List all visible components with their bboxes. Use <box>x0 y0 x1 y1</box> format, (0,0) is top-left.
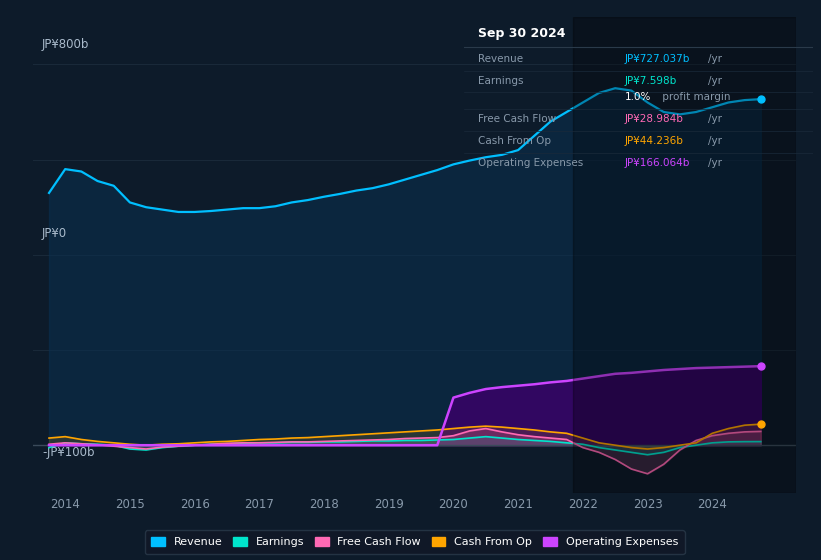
Text: /yr: /yr <box>708 114 722 124</box>
Bar <box>573 17 796 493</box>
Text: JP¥166.064b: JP¥166.064b <box>624 158 690 168</box>
Text: Earnings: Earnings <box>478 76 523 86</box>
Text: Revenue: Revenue <box>478 54 523 64</box>
Text: Cash From Op: Cash From Op <box>478 136 551 146</box>
Text: Sep 30 2024: Sep 30 2024 <box>478 27 566 40</box>
Text: /yr: /yr <box>708 158 722 168</box>
Text: JP¥44.236b: JP¥44.236b <box>624 136 683 146</box>
Text: JP¥800b: JP¥800b <box>42 38 89 51</box>
Text: Operating Expenses: Operating Expenses <box>478 158 583 168</box>
Text: Free Cash Flow: Free Cash Flow <box>478 114 556 124</box>
Text: JP¥727.037b: JP¥727.037b <box>624 54 690 64</box>
Text: /yr: /yr <box>708 136 722 146</box>
Text: /yr: /yr <box>708 54 722 64</box>
Text: /yr: /yr <box>708 76 722 86</box>
Text: 1.0%: 1.0% <box>624 92 651 102</box>
Legend: Revenue, Earnings, Free Cash Flow, Cash From Op, Operating Expenses: Revenue, Earnings, Free Cash Flow, Cash … <box>144 530 685 554</box>
Text: -JP¥100b: -JP¥100b <box>42 446 94 459</box>
Text: JP¥7.598b: JP¥7.598b <box>624 76 677 86</box>
Text: profit margin: profit margin <box>659 92 731 102</box>
Text: JP¥28.984b: JP¥28.984b <box>624 114 683 124</box>
Text: JP¥0: JP¥0 <box>42 227 67 240</box>
